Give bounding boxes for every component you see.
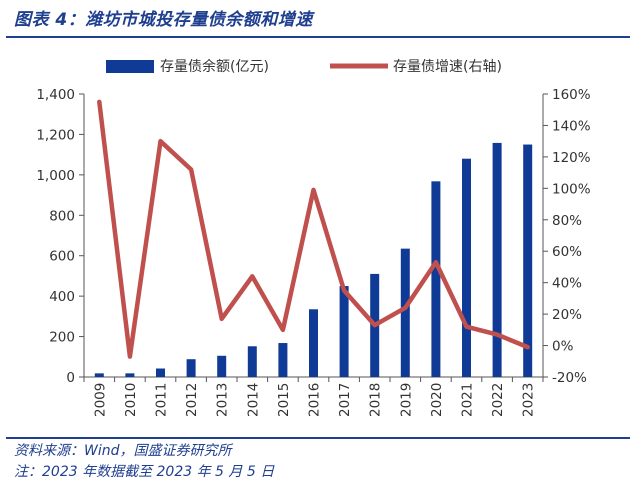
bar (431, 181, 441, 377)
y-right-tick-label: 40% (552, 276, 582, 292)
bar (462, 158, 471, 377)
y-right-tick-label: 20% (552, 307, 582, 323)
x-tick-label: 2011 (154, 383, 170, 417)
bar (156, 368, 165, 377)
legend-bar-swatch (106, 60, 154, 73)
bar (523, 144, 533, 377)
x-tick-label: 2009 (92, 383, 108, 417)
y-left-tick-label: 1,400 (36, 87, 75, 103)
figure-title: 图表 4：潍坊市城投存量债余额和增速 (14, 10, 313, 30)
x-tick-label: 2023 (521, 383, 537, 417)
footer-divider (6, 437, 630, 439)
bar-series (94, 142, 533, 377)
y-left-tick-label: 800 (49, 208, 75, 224)
legend-line-label: 存量债增速(右轴) (393, 59, 502, 75)
x-tick-label: 2014 (245, 383, 261, 417)
tick-labels: 0 200 400 600 800 1,000 1,200 1,400 -20% 0% 20% 40%… (36, 87, 590, 417)
bar (94, 373, 104, 377)
legend-bar-label: 存量债余额(亿元) (160, 58, 269, 75)
x-tick-label: 2010 (123, 383, 139, 417)
title-divider (6, 36, 630, 38)
y-right-tick-label: 0% (552, 339, 574, 355)
bar (339, 286, 349, 377)
bar (309, 309, 318, 377)
source-note: 资料来源：Wind，国盛证券研究所 (14, 443, 232, 459)
x-tick-label: 2018 (368, 383, 384, 417)
x-tick-label: 2012 (184, 383, 200, 417)
x-tick-label: 2019 (398, 383, 414, 417)
y-left-tick-label: 1,000 (36, 168, 75, 184)
y-left-tick-label: 400 (49, 289, 75, 305)
y-right-tick-label: 60% (552, 244, 582, 260)
y-left-tick-label: 1,200 (36, 127, 75, 143)
y-left-tick-label: 0 (66, 370, 75, 386)
y-right-tick-label: 80% (552, 213, 582, 229)
x-tick-label: 2022 (490, 383, 506, 417)
x-tick-label: 2016 (307, 383, 323, 417)
bar (278, 343, 288, 377)
bar (217, 355, 227, 377)
y-right-tick-label: 100% (552, 181, 591, 197)
x-tick-label: 2013 (215, 383, 231, 417)
y-right-tick-label: 120% (552, 150, 591, 166)
bar (247, 346, 257, 377)
bar (400, 248, 410, 377)
bar (492, 142, 502, 377)
y-left-tick-label: 200 (49, 330, 75, 346)
y-right-tick-label: 140% (552, 118, 591, 134)
y-right-tick-label: 160% (552, 87, 591, 103)
y-right-tick-label: -20% (552, 370, 587, 386)
y-left-tick-label: 600 (49, 249, 75, 265)
legend: 存量债余额(亿元) 存量债增速(右轴) (106, 58, 502, 75)
line-series (97, 99, 530, 359)
date-note: 注：2023 年数据截至 2023 年 5 月 5 日 (14, 464, 275, 480)
bar (186, 359, 196, 377)
x-tick-label: 2017 (337, 383, 353, 417)
x-tick-label: 2020 (429, 383, 445, 417)
bar (125, 373, 135, 377)
x-tick-label: 2015 (276, 383, 292, 417)
x-tick-label: 2021 (460, 383, 476, 417)
